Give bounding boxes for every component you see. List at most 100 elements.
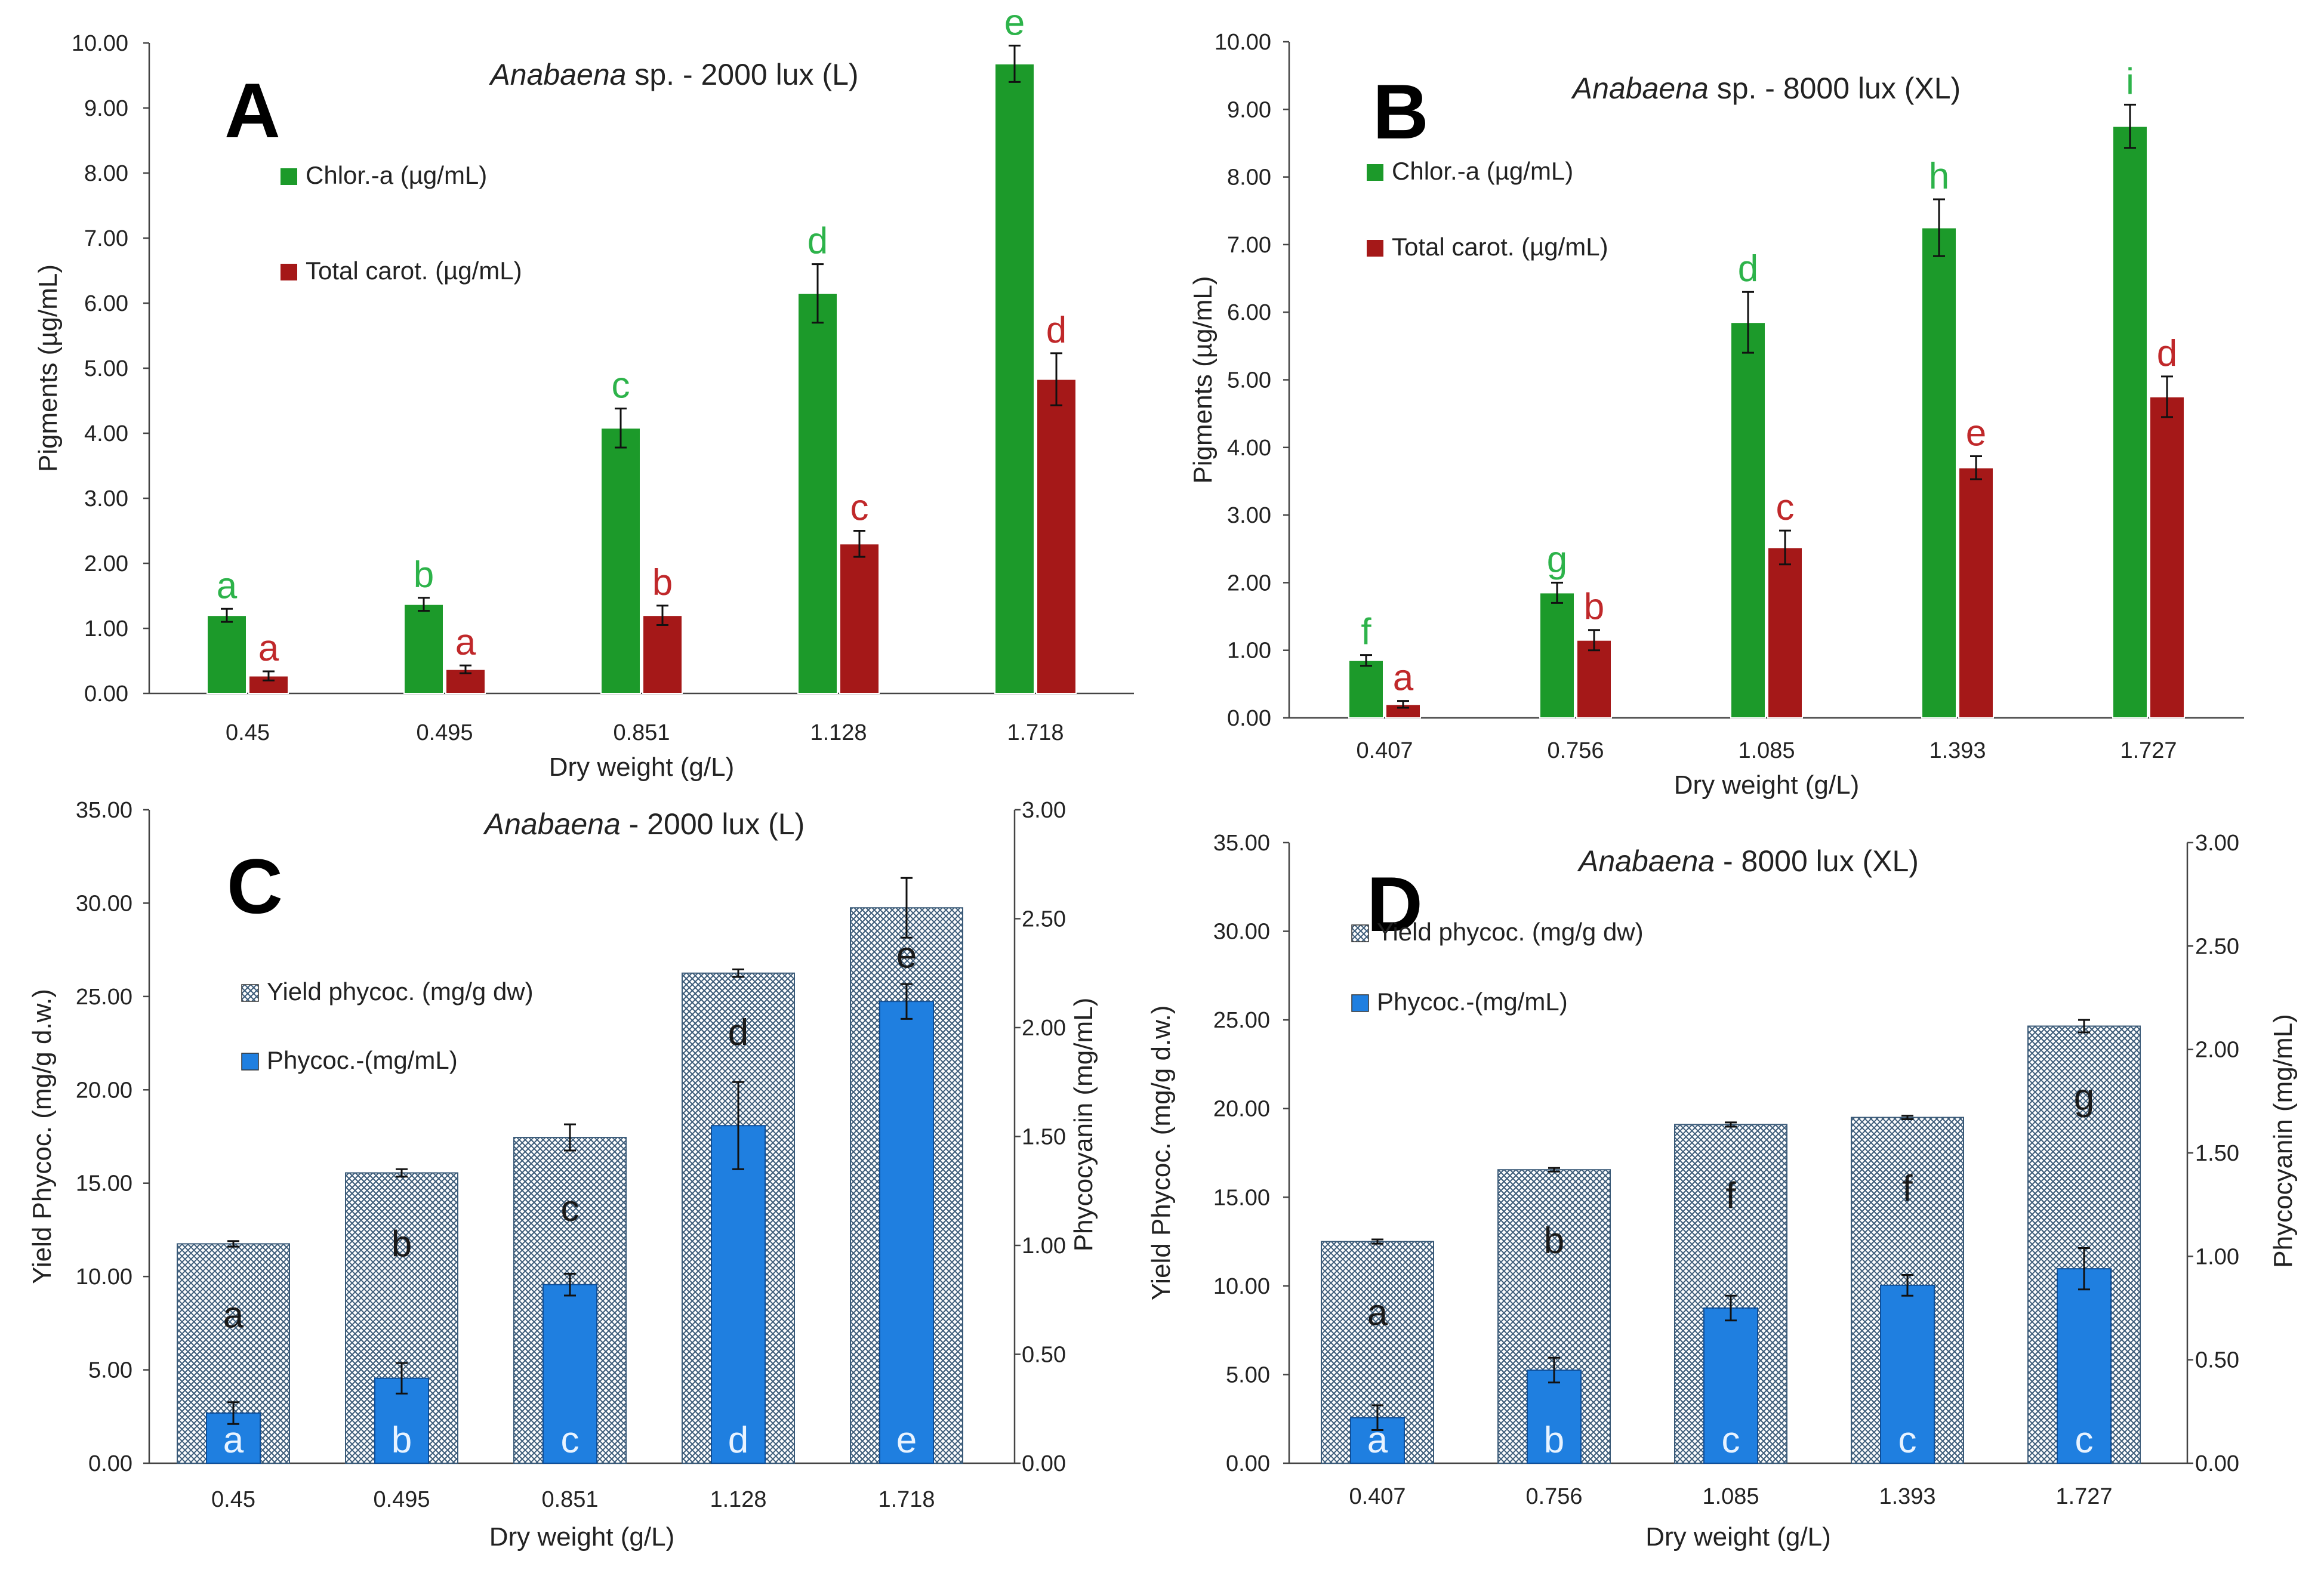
bar-carot	[839, 543, 880, 694]
y-tick-label: 1.00	[1227, 639, 1271, 664]
error-bar	[1970, 455, 1982, 480]
significance-letter: a	[455, 622, 476, 663]
error-bar	[2078, 1247, 2090, 1291]
significance-letter: b	[652, 562, 673, 603]
bar-chlor	[600, 427, 641, 695]
error-bar	[901, 877, 913, 939]
x-tick-label: 1.718	[1007, 720, 1064, 745]
y-axis-label: Pigments (µg/mL)	[33, 264, 63, 472]
bar-carot	[2149, 396, 2185, 718]
error-bar	[564, 1272, 576, 1297]
x-tick-label: 1.085	[1738, 738, 1795, 763]
y2-tick-label: 2.00	[1022, 1016, 1066, 1041]
error-bar	[1901, 1274, 1913, 1297]
significance-letter-yield: b	[1544, 1220, 1564, 1262]
y-tick-label: 20.00	[76, 1078, 132, 1103]
x-tick-label: 0.45	[211, 1487, 255, 1512]
error-bar	[1588, 629, 1600, 652]
bar-carot	[248, 675, 289, 694]
bar-phycoc	[374, 1377, 429, 1464]
error-bar	[1009, 44, 1021, 83]
y-tick-label: 5.00	[88, 1358, 132, 1383]
y-tick-label: 25.00	[1213, 1008, 1270, 1033]
significance-letter-phycoc: c	[1898, 1420, 1917, 1461]
legend-swatch-carot	[281, 264, 297, 280]
significance-letter: e	[1966, 413, 1986, 454]
significance-letter: b	[414, 554, 434, 596]
error-bar	[1933, 198, 1945, 257]
bar-carot	[1767, 547, 1803, 718]
x-tick-label: 1.085	[1702, 1484, 1759, 1509]
y2-axis-label: Phycocyanin (mg/mL)	[2268, 1014, 2298, 1267]
y-tick-label: 35.00	[1213, 831, 1270, 856]
y-tick-label: 6.00	[84, 291, 128, 316]
y2-tick-label: 0.50	[1022, 1343, 1066, 1368]
significance-letter-yield: a	[223, 1294, 244, 1336]
significance-letter: d	[1738, 248, 1758, 289]
chart-title: Anabaena - 2000 lux (L)	[483, 807, 805, 841]
legend-label-chlor: Chlor.-a (µg/mL)	[1392, 157, 1573, 185]
significance-letter: d	[1046, 310, 1067, 351]
significance-letter: c	[850, 488, 869, 529]
significance-letter-yield: a	[1367, 1293, 1388, 1334]
significance-letter-phycoc: d	[728, 1420, 748, 1461]
title-species: Anabaena	[1571, 72, 1709, 105]
error-bar	[615, 408, 627, 449]
error-bar	[1371, 1404, 1383, 1432]
significance-letter-yield: g	[2074, 1077, 2094, 1118]
legend-label-phycoc: Phycoc.-(mg/mL)	[1377, 988, 1568, 1016]
bar-chlor	[206, 615, 247, 694]
bar-phycoc	[2057, 1268, 2112, 1464]
y-tick-label: 6.00	[1227, 300, 1271, 325]
bar-chlor	[1348, 659, 1384, 718]
y-tick-label: 20.00	[1213, 1097, 1270, 1122]
error-bar	[2161, 375, 2173, 418]
x-tick-label: 1.128	[710, 1487, 766, 1512]
y-tick-label: 0.00	[88, 1451, 132, 1476]
x-tick-label: 1.727	[2055, 1484, 2112, 1509]
legend-swatch-chlor	[1367, 164, 1383, 181]
title-species: Anabaena	[1577, 844, 1715, 878]
y2-tick-label: 2.50	[1022, 907, 1066, 932]
chart-c: 0.00 5.00 10.00 15.00 20.00 25.00 30.00 35.00 Yi…	[27, 798, 1098, 1552]
y2-tick-label: 0.00	[2195, 1451, 2239, 1476]
x-tick-label: 1.393	[1879, 1484, 1935, 1509]
error-bar	[1725, 1294, 1737, 1322]
chart-title: Anabaena sp. - 2000 lux (L)	[488, 58, 858, 91]
y-tick-label: 5.00	[1226, 1362, 1270, 1387]
y2-tick-label: 0.00	[1022, 1451, 1066, 1476]
panel-label: A	[224, 67, 281, 154]
y-tick-label: 30.00	[1213, 920, 1270, 945]
bar-phycoc	[1703, 1307, 1758, 1464]
x-axis-label: Dry weight (g/L)	[1645, 1522, 1831, 1552]
legend-swatch-yield	[1351, 924, 1369, 942]
bar-carot	[1036, 378, 1077, 694]
bar-phycoc	[1880, 1284, 1935, 1464]
significance-letter-phycoc: a	[1367, 1420, 1388, 1461]
y2-tick-label: 2.00	[2195, 1038, 2239, 1063]
y2-tick-label: 1.50	[1022, 1125, 1066, 1150]
y-tick-label: 9.00	[84, 96, 128, 121]
legend-label-carot: Total carot. (µg/mL)	[1392, 233, 1608, 261]
y-tick-label: 0.00	[84, 681, 128, 707]
panel-label: D	[1367, 861, 1423, 948]
x-axis-label: Dry weight (g/L)	[489, 1522, 675, 1552]
bar-phycoc	[543, 1284, 597, 1464]
error-bar	[460, 664, 471, 674]
y-tick-label: 10.00	[1213, 1274, 1270, 1299]
bar-chlor	[2112, 125, 2148, 718]
error-bar	[1548, 1356, 1560, 1384]
y-tick-label: 2.00	[84, 551, 128, 576]
panel-label: C	[227, 843, 283, 930]
y2-tick-label: 1.00	[2195, 1244, 2239, 1269]
significance-letter-yield: b	[392, 1224, 412, 1265]
title-rest: sp. - 8000 lux (XL)	[1709, 72, 1961, 105]
error-bar	[1901, 1115, 1913, 1121]
significance-letter: d	[807, 221, 828, 262]
significance-letter-yield: d	[728, 1012, 748, 1053]
error-bar	[901, 983, 913, 1020]
bar-chlor	[1730, 322, 1766, 718]
bar-carot	[1958, 467, 1994, 718]
significance-letter: a	[1393, 658, 1414, 699]
